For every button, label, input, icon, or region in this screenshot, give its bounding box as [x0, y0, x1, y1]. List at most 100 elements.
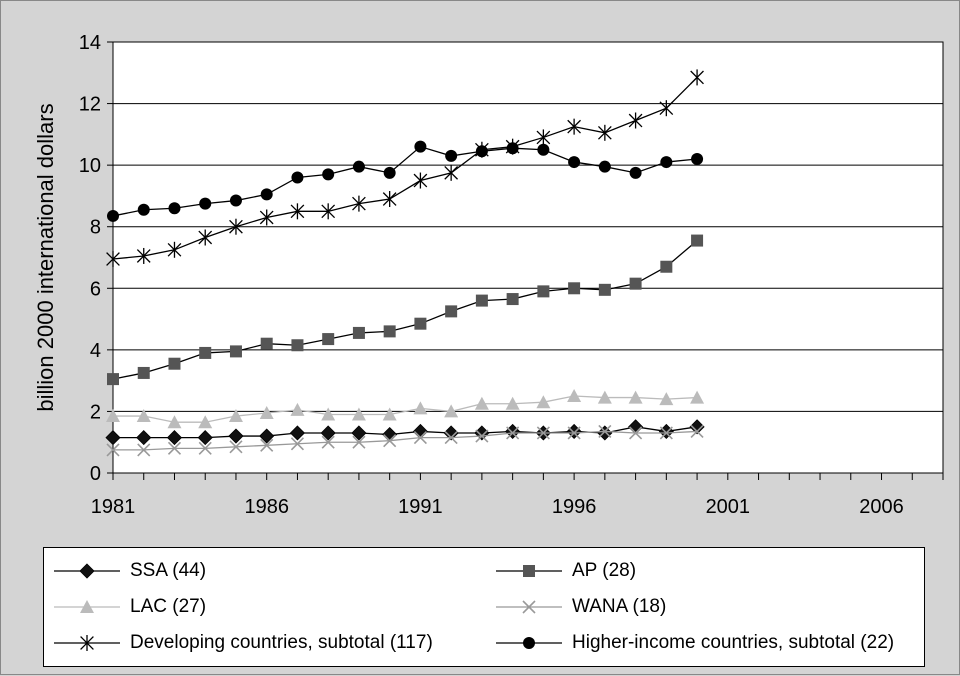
data-point	[383, 434, 397, 448]
data-point	[291, 339, 304, 352]
data-point	[320, 425, 336, 441]
data-point	[199, 346, 212, 359]
data-point	[107, 209, 119, 222]
data-point	[198, 415, 213, 429]
data-point	[259, 209, 274, 226]
data-point	[352, 160, 365, 173]
data-point	[166, 430, 183, 446]
series-4	[106, 69, 704, 268]
data-point	[568, 156, 581, 169]
data-point	[291, 171, 304, 184]
data-point	[506, 426, 520, 440]
data-point	[597, 124, 612, 141]
x-tick-label: 1981	[91, 496, 136, 518]
data-point	[690, 424, 704, 439]
data-point	[137, 366, 150, 379]
legend-marker	[523, 565, 535, 577]
legend-label-wana: WANA (18)	[572, 596, 667, 617]
data-point	[136, 409, 151, 423]
data-point	[505, 396, 520, 410]
data-point	[228, 428, 244, 444]
data-point	[598, 160, 611, 173]
y-tick-label: 14	[79, 32, 101, 54]
data-point	[167, 241, 182, 258]
data-point	[106, 409, 120, 423]
series-3	[106, 424, 704, 457]
data-point	[475, 145, 488, 158]
series-2	[106, 389, 705, 429]
data-point	[228, 409, 243, 423]
data-point	[414, 140, 427, 153]
data-point	[290, 437, 305, 451]
data-point	[321, 203, 336, 220]
data-point	[660, 156, 673, 169]
y-tick-label: 12	[79, 94, 101, 116]
data-point	[445, 149, 458, 162]
y-tick-label: 4	[90, 340, 101, 362]
data-point	[690, 390, 705, 404]
data-point	[136, 247, 151, 264]
data-point	[229, 440, 243, 454]
data-point	[136, 430, 152, 446]
data-point	[567, 426, 581, 440]
data-point	[321, 435, 335, 449]
data-point	[351, 425, 367, 441]
legend-marker	[80, 600, 94, 613]
x-tick-label: 1986	[244, 496, 289, 518]
chart-legend: SSA (44) AP (28) LAC (27) WANA (18) Deve…	[43, 547, 925, 667]
data-point	[536, 426, 550, 440]
legend-marker	[79, 563, 95, 579]
series-1	[107, 234, 704, 386]
data-point	[229, 218, 243, 235]
legend-item-wana: WANA (18)	[494, 594, 666, 620]
data-point	[597, 425, 613, 441]
legend-item-lac: LAC (27)	[52, 594, 206, 620]
legend-marker	[523, 637, 535, 649]
data-point	[629, 166, 642, 179]
data-point	[260, 438, 274, 452]
data-point	[413, 172, 428, 189]
data-point	[475, 294, 488, 307]
y-tick-label: 6	[90, 278, 101, 300]
data-point	[321, 407, 336, 421]
data-point	[474, 396, 489, 410]
legend-label-higher-income: Higher-income countries, subtotal (22)	[572, 632, 895, 653]
data-point	[690, 69, 704, 86]
legend-swatch-ssa	[54, 563, 120, 579]
data-point	[259, 428, 275, 444]
data-point	[167, 415, 182, 429]
data-point	[260, 188, 273, 201]
data-point	[289, 425, 306, 441]
series-line	[113, 395, 698, 423]
y-axis-label: billion 2000 international dollars	[33, 103, 58, 411]
legend-swatch-developing	[54, 635, 120, 651]
data-point	[137, 203, 150, 216]
data-point	[568, 282, 581, 295]
data-point	[445, 305, 458, 318]
data-point	[659, 392, 674, 406]
legend-item-developing: Developing countries, subtotal (117)	[52, 630, 433, 656]
data-point	[229, 345, 242, 358]
series-line	[113, 430, 698, 451]
data-point	[414, 317, 427, 330]
data-point	[659, 426, 673, 440]
data-point	[322, 168, 335, 181]
y-tick-label: 8	[90, 217, 101, 239]
data-point	[598, 283, 611, 296]
y-tick-label: 10	[79, 155, 101, 177]
data-point	[444, 431, 458, 445]
data-point	[598, 424, 612, 439]
legend-item-ap: AP (28)	[494, 558, 636, 584]
x-tick-label: 2006	[859, 496, 904, 518]
data-point	[168, 202, 181, 215]
data-point	[106, 443, 120, 457]
data-point	[383, 325, 396, 338]
x-tick-label: 2001	[706, 496, 751, 518]
data-point	[689, 419, 705, 435]
data-point	[352, 435, 366, 449]
data-point	[691, 234, 704, 247]
y-tick-label: 2	[90, 401, 101, 423]
data-point	[198, 441, 212, 455]
